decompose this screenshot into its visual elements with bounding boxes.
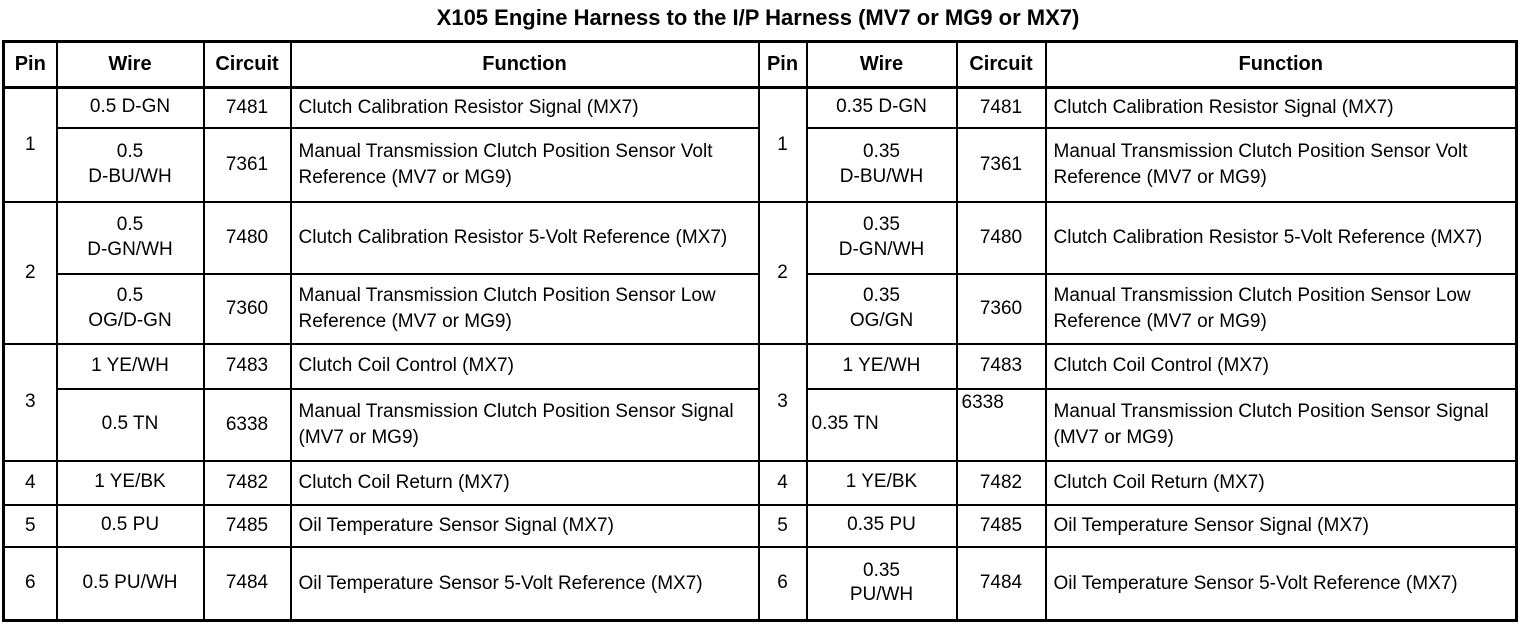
column-header-function-right: Function <box>1044 40 1518 89</box>
function-cell: Clutch Calibration Resistor 5-Volt Refer… <box>289 200 760 275</box>
wire-cell: 0.5 PU <box>55 503 205 548</box>
circuit-cell: 7360 <box>202 272 292 345</box>
circuit-cell: 7480 <box>202 200 292 275</box>
wire-cell: 0.35 OG/GN <box>805 272 958 345</box>
pin-cell: 6 <box>2 545 58 622</box>
column-header-function-left: Function <box>289 40 760 89</box>
table-row: 3 1 YE/WH 7483 Clutch Coil Control (MX7)… <box>2 342 1518 462</box>
pin-cell: 2 <box>2 200 58 345</box>
wire-cell: 0.35 PU/WH <box>805 545 958 622</box>
function-cell: Oil Temperature Sensor 5-Volt Reference … <box>1044 545 1518 622</box>
wire-cell: 0.35 PU <box>805 503 958 548</box>
circuit-cell: 7484 <box>202 545 292 622</box>
pin-cell: 4 <box>2 459 58 506</box>
circuit-cell: 7481 <box>202 86 292 129</box>
pin-cell: 2 <box>757 200 808 345</box>
wire-cell: 1 YE/WH <box>55 342 205 390</box>
function-cell: Manual Transmission Clutch Position Sens… <box>1044 387 1518 462</box>
function-cell: Clutch Calibration Resistor Signal (MX7) <box>289 86 760 129</box>
pin-cell: 4 <box>757 459 808 506</box>
pinout-table: Pin Wire Circuit Function Pin Wire Circu… <box>2 40 1518 622</box>
circuit-cell: 7481 <box>955 86 1047 129</box>
table-row: 4 1 YE/BK 7482 Clutch Coil Return (MX7) … <box>2 459 1518 506</box>
function-cell: Oil Temperature Sensor Signal (MX7) <box>289 503 760 548</box>
wire-cell: 1 YE/BK <box>55 459 205 506</box>
function-cell: Clutch Calibration Resistor 5-Volt Refer… <box>1044 200 1518 275</box>
table-row: 1 0.5 D-GN 7481 Clutch Calibration Resis… <box>2 86 1518 203</box>
function-cell: Clutch Coil Control (MX7) <box>1044 342 1518 390</box>
column-header-wire-right: Wire <box>805 40 958 89</box>
wire-cell: 0.5 D-GN/WH <box>55 200 205 275</box>
table-row: 6 0.5 PU/WH 7484 Oil Temperature Sensor … <box>2 545 1518 622</box>
wire-cell: 0.5 D-GN <box>55 86 205 129</box>
pin-cell: 3 <box>757 342 808 462</box>
circuit-cell: 7482 <box>955 459 1047 506</box>
column-header-circuit-right: Circuit <box>955 40 1047 89</box>
header-row: Pin Wire Circuit Function Pin Wire Circu… <box>2 40 1518 89</box>
wire-cell: 0.35 D-GN/WH <box>805 200 958 275</box>
pin-cell: 5 <box>2 503 58 548</box>
function-cell: Manual Transmission Clutch Position Sens… <box>289 387 760 462</box>
circuit-cell: 6338 <box>202 387 292 462</box>
wire-cell: 0.35 D-BU/WH <box>805 126 958 203</box>
circuit-cell: 7480 <box>955 200 1047 275</box>
function-cell: Clutch Calibration Resistor Signal (MX7) <box>1044 86 1518 129</box>
column-header-pin-left: Pin <box>2 40 58 89</box>
circuit-cell: 7361 <box>202 126 292 203</box>
circuit-cell: 7485 <box>202 503 292 548</box>
wire-cell: 0.5 PU/WH <box>55 545 205 622</box>
circuit-cell: 7483 <box>955 342 1047 390</box>
circuit-cell: 7483 <box>202 342 292 390</box>
table-row: 0.5 TN 6338 Manual Transmission Clutch P… <box>4 387 1518 462</box>
table-row: 0.5 D-BU/WH 7361 Manual Transmission Clu… <box>4 126 1518 203</box>
wire-cell: 1 YE/WH <box>805 342 958 390</box>
function-cell: Manual Transmission Clutch Position Sens… <box>1044 126 1518 203</box>
circuit-cell: 7360 <box>955 272 1047 345</box>
circuit-cell: 7482 <box>202 459 292 506</box>
pin-cell: 1 <box>757 86 808 203</box>
wire-cell: 1 YE/BK <box>805 459 958 506</box>
column-header-circuit-left: Circuit <box>202 40 292 89</box>
wire-cell: 0.5 TN <box>55 387 205 462</box>
wire-cell: 0.5 D-BU/WH <box>55 126 205 203</box>
table-row: 0.5 OG/D-GN 7360 Manual Transmission Clu… <box>4 272 1518 345</box>
circuit-cell: 7484 <box>955 545 1047 622</box>
function-cell: Manual Transmission Clutch Position Sens… <box>1044 272 1518 345</box>
column-header-wire-left: Wire <box>55 40 205 89</box>
function-cell: Clutch Coil Control (MX7) <box>289 342 760 390</box>
function-cell: Clutch Coil Return (MX7) <box>1044 459 1518 506</box>
circuit-cell: 6338 <box>955 387 1047 462</box>
pin-cell: 5 <box>757 503 808 548</box>
pin-cell: 1 <box>2 86 58 203</box>
wire-cell: 0.5 OG/D-GN <box>55 272 205 345</box>
wire-cell: 0.35 D-GN <box>805 86 958 129</box>
table-row: 2 0.5 D-GN/WH 7480 Clutch Calibration Re… <box>2 200 1518 345</box>
function-cell: Oil Temperature Sensor Signal (MX7) <box>1044 503 1518 548</box>
table-row: 5 0.5 PU 7485 Oil Temperature Sensor Sig… <box>2 503 1518 548</box>
pin-cell: 3 <box>2 342 58 462</box>
pin-cell: 6 <box>757 545 808 622</box>
function-cell: Manual Transmission Clutch Position Sens… <box>289 272 760 345</box>
function-cell: Clutch Coil Return (MX7) <box>289 459 760 506</box>
circuit-cell: 7361 <box>955 126 1047 203</box>
column-header-pin-right: Pin <box>757 40 808 89</box>
circuit-cell: 7485 <box>955 503 1047 548</box>
page-title: X105 Engine Harness to the I/P Harness (… <box>436 5 1080 30</box>
function-cell: Manual Transmission Clutch Position Sens… <box>289 126 760 203</box>
function-cell: Oil Temperature Sensor 5-Volt Reference … <box>289 545 760 622</box>
wire-cell: 0.35 TN <box>805 387 958 462</box>
